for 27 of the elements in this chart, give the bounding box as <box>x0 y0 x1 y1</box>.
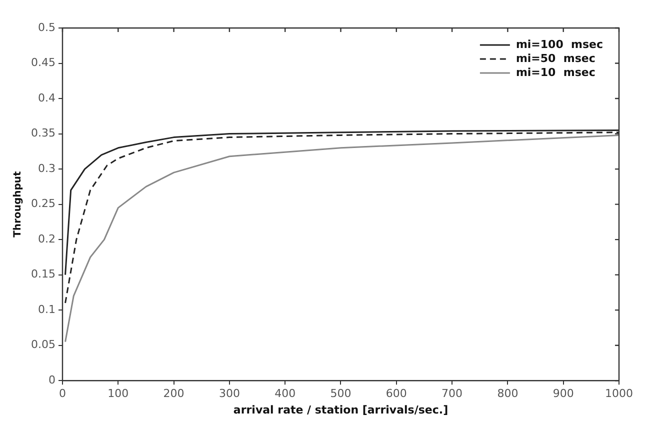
legend-label: mi=100 msec <box>516 38 603 51</box>
y-tick-label: 0.25 <box>30 197 56 210</box>
y-tick-label: 0.3 <box>38 162 56 175</box>
x-tick-label: 1000 <box>605 387 633 400</box>
y-tick-label: 0.45 <box>30 56 56 70</box>
legend-label: mi=10 msec <box>516 66 596 79</box>
y-tick-label: 0.05 <box>30 338 56 352</box>
y-tick-label: 0.5 <box>38 20 56 34</box>
y-axis-title: Throughput <box>12 170 24 238</box>
x-tick-label: 400 <box>274 387 296 400</box>
x-tick-label: 100 <box>108 387 129 400</box>
x-tick-label: 200 <box>163 387 184 400</box>
y-tick-label: 0.4 <box>38 91 56 104</box>
x-axis-title: arrival rate / station [arrivals/sec.] <box>233 403 448 416</box>
y-tick-label: 0.15 <box>30 268 56 281</box>
x-tick-label: 800 <box>497 387 518 400</box>
x-tick-label: 700 <box>442 387 463 400</box>
legend-label: mi=50 msec <box>516 52 596 65</box>
x-tick-label: 900 <box>552 387 574 400</box>
x-tick-label: 0 <box>58 387 66 400</box>
y-tick-label: 0.35 <box>30 126 56 140</box>
y-tick-label: 0.2 <box>38 232 56 246</box>
x-tick-label: 500 <box>330 387 352 400</box>
y-tick-label: 0 <box>48 373 56 386</box>
y-tick-label: 0.1 <box>38 302 56 316</box>
x-tick-label: 600 <box>386 387 407 400</box>
x-tick-label: 300 <box>218 387 240 400</box>
